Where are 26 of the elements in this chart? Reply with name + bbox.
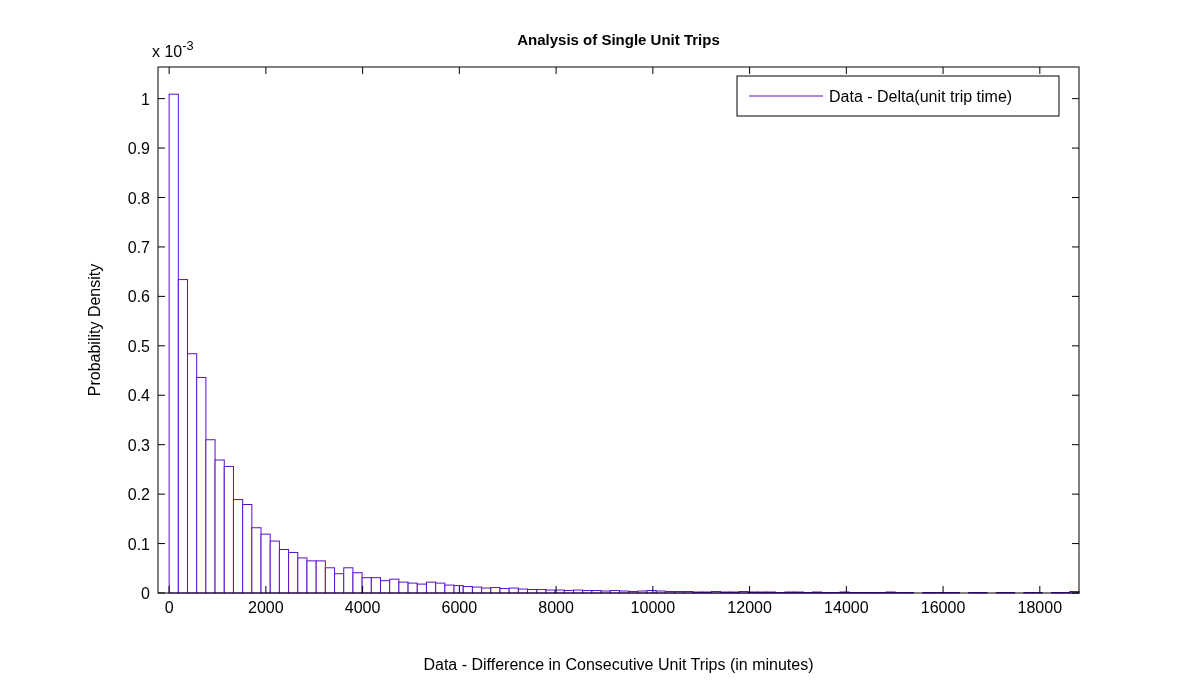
x-tick-label: 10000 [630,599,676,616]
y-tick-label: 0.6 [127,288,151,306]
y-tick-label: 1 [141,90,151,108]
x-tick-label: 2000 [248,599,284,616]
x-tick-label: 18000 [1017,599,1063,616]
x-tick-label: 16000 [920,599,966,616]
x-tick-label: 8000 [538,599,574,616]
y-tick-label: 0.2 [127,486,151,504]
y-tick-label: 0.7 [127,238,151,256]
y-tick-label: 0.1 [127,535,151,553]
legend-label: Data - Delta(unit trip time) [829,88,1013,105]
text: x 10$^{-3}$ [152,37,194,60]
x-tick-label: 12000 [727,599,772,616]
y-tick-label: 0.4 [127,387,151,405]
x-tick-label: 0 [164,599,174,616]
y-tick-label: 0.8 [127,189,151,207]
y-tick-label: 0.5 [127,337,151,355]
x-tick-label: 6000 [441,599,478,616]
chart-title: Analysis of Single Unit Trips [517,31,720,48]
y-tick-label: 0.3 [127,436,151,454]
x-tick-label: 4000 [344,599,381,616]
x-axis-title: Data - Difference in Consecutive Unit Trips (in minutes) [423,656,814,673]
y-tick-label: 0 [141,585,151,602]
x-tick-label: 14000 [824,599,869,616]
y-axis-title: Probability Density [86,263,103,397]
y-tick-label: 0.9 [127,140,151,158]
